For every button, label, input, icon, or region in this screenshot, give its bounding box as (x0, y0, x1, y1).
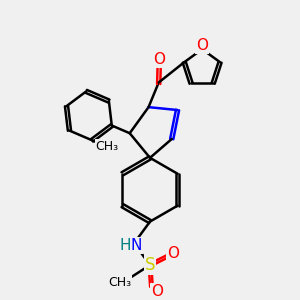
Text: S: S (145, 256, 155, 274)
Text: O: O (196, 38, 208, 53)
Text: O: O (167, 246, 179, 261)
Text: N: N (131, 238, 142, 253)
Text: H: H (119, 238, 130, 253)
Text: CH₃: CH₃ (95, 140, 118, 153)
Text: O: O (151, 284, 163, 298)
Text: O: O (153, 52, 165, 67)
Text: CH₃: CH₃ (108, 276, 131, 289)
